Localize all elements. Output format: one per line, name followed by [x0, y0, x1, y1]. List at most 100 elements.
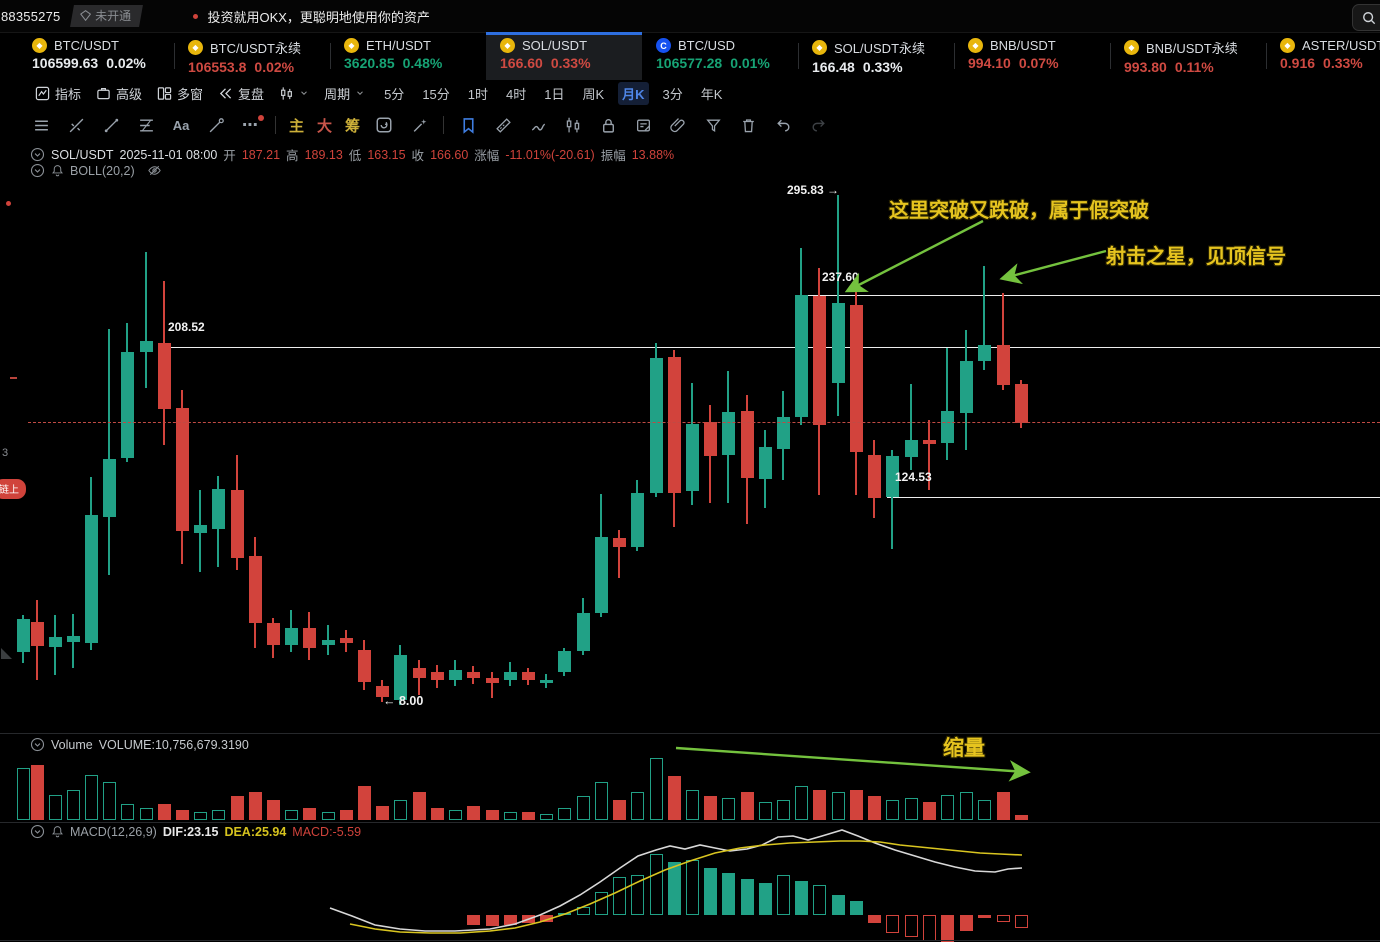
volume-bar — [904, 798, 918, 820]
compare-candles-icon[interactable] — [562, 114, 584, 136]
timeframe-1时[interactable]: 1时 — [467, 86, 489, 102]
volume-bar — [48, 795, 62, 820]
alert-bell-icon[interactable] — [51, 825, 64, 838]
candle-body — [922, 440, 936, 444]
redo-icon[interactable] — [807, 114, 829, 136]
annotation-text-shrink_volume[interactable]: 缩量 — [943, 737, 985, 760]
timeframe-周K[interactable]: 周K — [582, 86, 605, 102]
ticker-tab-SOL/USDT[interactable]: ◆ SOL/USDT 166.60 0.33% — [486, 32, 642, 80]
not-activated-badge[interactable]: 未开通 — [70, 5, 144, 27]
candle-body — [576, 613, 590, 651]
ticker-tab-SOL/USDT永续[interactable]: ◆ SOL/USDT永续 166.48 0.33% — [798, 32, 954, 80]
big-order-button[interactable]: 大 — [317, 117, 333, 135]
timeframe-年K[interactable]: 年K — [700, 86, 723, 102]
ticker-tab-BTC/USDT永续[interactable]: ◆ BTC/USDT永续 106553.8 0.02% — [174, 32, 330, 80]
trendline-tool-icon[interactable] — [65, 114, 87, 136]
briefcase-icon — [97, 87, 110, 99]
horizontal-line-drawing[interactable] — [887, 497, 1380, 498]
magic-wand-icon[interactable] — [408, 114, 430, 136]
trash-icon[interactable] — [737, 114, 759, 136]
timeframe-4时[interactable]: 4时 — [506, 86, 527, 102]
replay-box-icon[interactable] — [373, 114, 395, 136]
candle-body — [758, 447, 772, 479]
ticker-tab-BTC/USD[interactable]: C BTC/USD 106577.28 0.01% — [642, 32, 798, 80]
volume-bar — [193, 812, 207, 820]
menu-icon[interactable] — [30, 114, 52, 136]
text-tool-icon[interactable]: Aa — [172, 117, 190, 133]
line-tool-icon[interactable] — [100, 114, 122, 136]
volume-bar — [667, 776, 681, 820]
ruler-tool-icon[interactable] — [492, 114, 514, 136]
divider — [443, 116, 445, 134]
ticker-tab-BNB/USDT[interactable]: ◆ BNB/USDT 994.10 0.07% — [954, 32, 1110, 80]
macd-histogram-bar — [812, 885, 826, 915]
filter-funnel-icon[interactable] — [702, 114, 724, 136]
candle-body — [375, 686, 389, 697]
candle-body — [885, 456, 899, 497]
collapse-chevron-icon[interactable] — [30, 163, 45, 178]
candle-body — [594, 537, 608, 613]
fibonacci-tool-icon[interactable] — [135, 114, 157, 136]
multi-window-button[interactable]: 多窗 — [157, 84, 203, 103]
main-chart-button[interactable]: 主 — [289, 117, 305, 135]
coin-icon: ◆ — [1280, 38, 1295, 53]
annotation-arrow[interactable] — [844, 219, 984, 293]
candle-wick — [618, 530, 620, 578]
advanced-button[interactable]: 高级 — [96, 84, 142, 103]
undo-icon[interactable] — [772, 114, 794, 136]
change-value: -11.01%(-20.61) — [505, 147, 595, 162]
candle-wick — [891, 450, 893, 549]
volume-bar — [521, 812, 535, 820]
eye-off-icon[interactable] — [147, 163, 162, 178]
candle-body — [448, 670, 462, 680]
candle-body — [630, 493, 644, 547]
paperclip-icon[interactable] — [667, 114, 689, 136]
collapse-chevron-icon[interactable] — [30, 824, 45, 839]
signature-pen-icon[interactable] — [527, 114, 549, 136]
rail-red-tick-icon — [10, 377, 17, 379]
candle-wick — [983, 266, 985, 370]
ticker-change: 0.01% — [730, 55, 770, 71]
candle-body — [339, 638, 353, 643]
volume-bar — [776, 800, 790, 820]
timeframe-1日[interactable]: 1日 — [544, 86, 565, 102]
volume-bar — [357, 786, 371, 820]
form-edit-icon[interactable] — [632, 114, 654, 136]
timeframe-3分[interactable]: 3分 — [662, 86, 683, 102]
period-selector[interactable]: 周期 — [324, 84, 365, 103]
chart-toolbar: 指标 高级 多窗 复盘 周期 5分 15分 1时 4时 1日 周K 月K 3分 年K — [35, 80, 1380, 106]
macd-histogram-bar — [849, 901, 863, 915]
annotation-text-shooting_star[interactable]: 射击之星，见顶信号 — [1106, 246, 1286, 268]
ticker-name: SOL/USDT永续 — [834, 41, 926, 56]
search-button[interactable] — [1352, 4, 1380, 31]
horizontal-line-drawing[interactable] — [164, 347, 1380, 348]
ticker-name: SOL/USDT — [522, 38, 588, 53]
ticker-tab-ETH/USDT[interactable]: ◆ ETH/USDT 3620.85 0.48% — [330, 32, 486, 80]
section-divider — [0, 822, 1380, 823]
collapse-chevron-icon[interactable] — [30, 147, 45, 162]
bookmark-tool-icon[interactable] — [457, 114, 479, 136]
annotation-text-fake_breakout[interactable]: 这里突破又跌破，属于假突破 — [889, 200, 1149, 222]
volume-bar — [66, 790, 80, 820]
timeframe-5分[interactable]: 5分 — [384, 86, 405, 102]
annotation-arrow[interactable] — [999, 249, 1107, 285]
ticker-tab-BNB/USDT永续[interactable]: ◆ BNB/USDT永续 993.80 0.11% — [1110, 32, 1266, 80]
chip-button[interactable]: 筹 — [345, 117, 361, 135]
promo-notice[interactable]: 投资就用OKX，更聪明地使用你的资产 — [193, 7, 430, 26]
replay-button[interactable]: 复盘 — [218, 84, 264, 103]
alert-bell-icon[interactable] — [51, 164, 64, 177]
ticker-tab-ASTER/USDT[interactable]: ◆ ASTER/USDT 0.916 0.33% — [1266, 32, 1380, 80]
more-tools-icon[interactable]: ⋯ — [240, 114, 264, 136]
ticker-tab-BTC/USDT[interactable]: ◆ BTC/USDT 106599.63 0.02% — [18, 32, 174, 80]
brush-tool-icon[interactable] — [205, 114, 227, 136]
timeframe-15分[interactable]: 15分 — [422, 86, 450, 102]
chart-style-selector[interactable] — [279, 86, 309, 101]
horizontal-line-drawing[interactable] — [795, 295, 1380, 296]
indicator-button[interactable]: 指标 — [35, 84, 81, 103]
candle-body — [321, 640, 335, 645]
lock-tool-icon[interactable] — [597, 114, 619, 136]
timeframe-月K[interactable]: 月K — [618, 81, 649, 105]
collapse-chevron-icon[interactable] — [30, 737, 45, 752]
onchain-badge[interactable]: 链上 — [0, 479, 26, 499]
